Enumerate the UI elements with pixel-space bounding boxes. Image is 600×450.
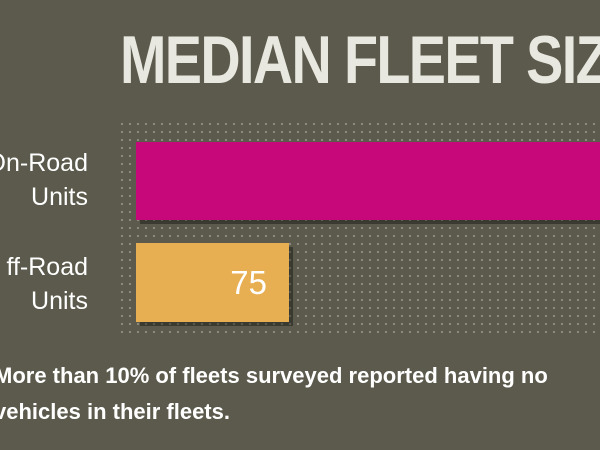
category-label-line: On-Road — [0, 149, 88, 177]
footnote-line: vehicles in their fleets. — [0, 399, 230, 424]
bar-on-road — [136, 142, 600, 220]
chart-title: MEDIAN FLEET SIZ — [120, 22, 600, 98]
footnote: More than 10% of fleets surveyed reporte… — [0, 358, 600, 430]
bar-off-road: 75 — [136, 243, 289, 322]
category-label-line: ff-Road — [6, 253, 88, 281]
bar-value-label: 75 — [230, 263, 267, 301]
category-label-line: Units — [31, 183, 88, 211]
footnote-line: More than 10% of fleets surveyed reporte… — [0, 363, 548, 388]
category-label-off-road: ff-Road Units — [6, 250, 88, 318]
category-label-line: Units — [31, 287, 88, 315]
category-label-on-road: On-Road Units — [0, 146, 88, 214]
